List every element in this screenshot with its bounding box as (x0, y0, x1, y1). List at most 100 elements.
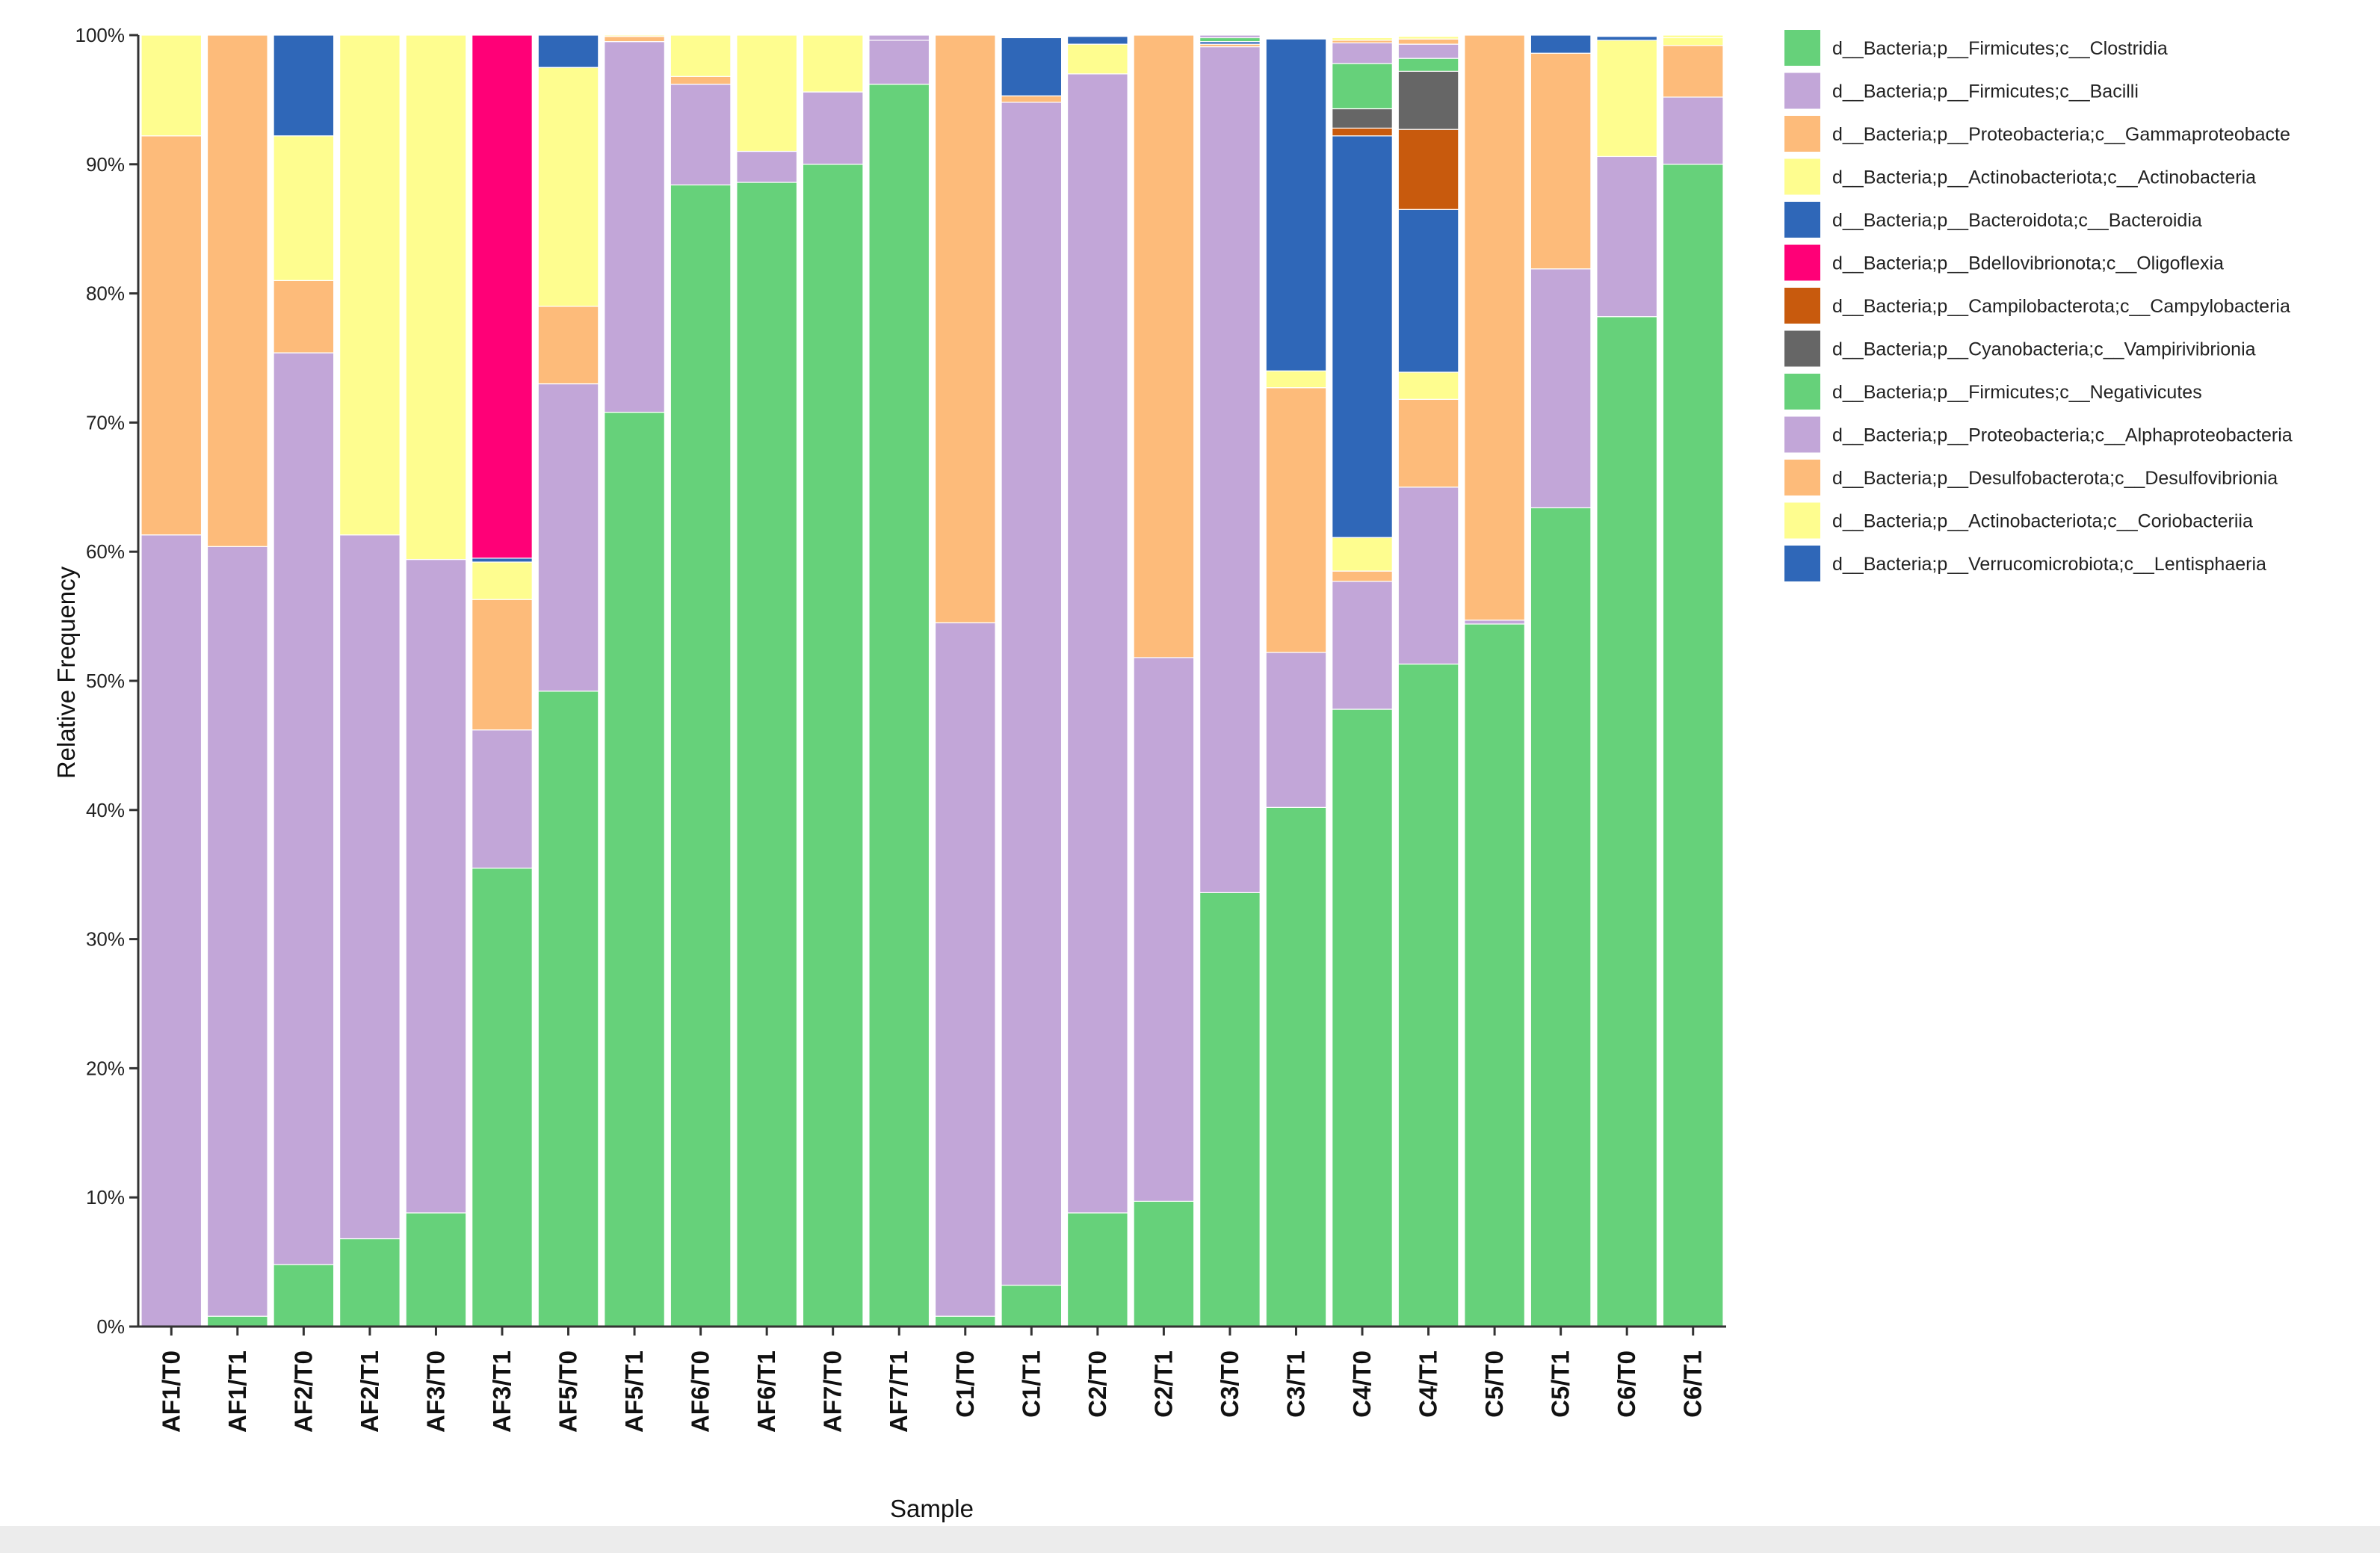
bar-stack (537, 34, 599, 1327)
bar-segment (1397, 663, 1459, 1327)
bar-stack (273, 34, 335, 1327)
bar-segment (1265, 38, 1327, 371)
bar-stack (140, 34, 203, 1327)
bar-segment (1066, 1212, 1128, 1327)
x-tick-label: C3/T1 (1282, 1350, 1309, 1418)
legend-swatch (1784, 288, 1820, 324)
bar-segment (1332, 581, 1393, 710)
bar-segment (1596, 36, 1658, 41)
bar-segment (140, 534, 203, 1327)
bar-segment (1332, 708, 1393, 1327)
bar-segment (604, 34, 665, 37)
bar-segment (1199, 892, 1261, 1327)
bar-segment (1332, 42, 1393, 64)
bar-stack (1133, 34, 1195, 1327)
legend-label: d__Bacteria;p__Proteobacteria;c__Alphapr… (1832, 425, 2293, 446)
x-tick-label: AF7/T1 (885, 1350, 912, 1433)
bar-segment (1133, 1200, 1195, 1327)
bar-segment (1596, 155, 1658, 318)
bar-segment (1265, 652, 1327, 808)
x-tick-label: C1/T1 (1017, 1350, 1045, 1418)
legend: d__Bacteria;p__Firmicutes;c__Clostridiad… (1784, 30, 2293, 581)
bar-stack (1332, 37, 1393, 1327)
bar-segment (1397, 38, 1459, 45)
bar-segment (1662, 164, 1724, 1327)
y-tick-label: 90% (86, 153, 125, 176)
bar-segment (1199, 46, 1261, 893)
legend-swatch (1784, 30, 1820, 66)
bar-segment (1332, 135, 1393, 538)
x-tick-label: AF6/T0 (687, 1350, 714, 1433)
legend-item: d__Bacteria;p__Bacteroidota;c__Bacteroid… (1784, 202, 2202, 238)
bar-segment (868, 34, 930, 41)
bar-segment (670, 184, 732, 1327)
legend-item: d__Bacteria;p__Bdellovibrionota;c__Oligo… (1784, 244, 2224, 281)
x-tick-label: AF1/T1 (223, 1350, 251, 1433)
x-tick-label: AF3/T1 (488, 1350, 516, 1433)
x-tick-label: C6/T0 (1613, 1350, 1640, 1418)
legend-label: d__Bacteria;p__Desulfobacterota;c__Desul… (1832, 468, 2278, 489)
legend-label: d__Bacteria;p__Cyanobacteria;c__Vampiriv… (1832, 339, 2256, 360)
legend-swatch (1784, 116, 1820, 152)
bar-segment (1332, 537, 1393, 572)
legend-swatch (1784, 330, 1820, 367)
x-tick-label: C3/T0 (1216, 1350, 1243, 1418)
bar-segment (1199, 34, 1261, 39)
bar-segment (206, 546, 268, 1317)
bar-segment (736, 34, 798, 152)
x-tick-label: AF5/T0 (554, 1350, 582, 1433)
bar-segment (1265, 370, 1327, 389)
legend-label: d__Bacteria;p__Firmicutes;c__Negativicut… (1832, 382, 2202, 403)
y-ticks: 0% 10% 20% 30% 40% 50% 60% 70% 80% 90% 100% (75, 24, 138, 1338)
bar-segment (339, 34, 401, 536)
bar-segment (1066, 43, 1128, 75)
bar-stack (1265, 38, 1327, 1327)
bar-segment (1066, 36, 1128, 45)
bar-segment (670, 75, 732, 85)
bar-segment (1530, 52, 1592, 270)
bar-stack (1397, 36, 1459, 1327)
bar-stack (1530, 34, 1592, 1327)
x-tick-label: C2/T0 (1084, 1350, 1111, 1418)
legend-swatch (1784, 202, 1820, 238)
bar-segment (1662, 34, 1724, 39)
x-tick-label: AF2/T0 (289, 1350, 317, 1433)
legend-label: d__Bacteria;p__Actinobacteriota;c__Corio… (1832, 511, 2253, 532)
bar-segment (1464, 34, 1525, 621)
bar-segment (537, 306, 599, 385)
bar-stack (472, 34, 533, 1327)
bar-segment (1464, 623, 1525, 1327)
bar-segment (1001, 37, 1063, 96)
legend-swatch (1784, 416, 1820, 453)
x-tick-label: C1/T0 (951, 1350, 979, 1418)
bar-stack (339, 34, 401, 1327)
bar-segment (1397, 371, 1459, 400)
bar-segment (1530, 34, 1592, 54)
bar-stack (736, 34, 798, 1327)
legend-item: d__Bacteria;p__Actinobacteriota;c__Corio… (1784, 502, 2253, 539)
bar-segment (1596, 40, 1658, 158)
legend-swatch (1784, 158, 1820, 195)
bar-segment (868, 84, 930, 1327)
bar-segment (1397, 487, 1459, 665)
bottom-scroll-strip (0, 1526, 2380, 1553)
bar-segment (1001, 95, 1063, 103)
bar-segment (1397, 398, 1459, 488)
bar-segment (736, 150, 798, 183)
bar-segment (1397, 129, 1459, 210)
y-tick-label: 0% (96, 1315, 125, 1338)
bar-segment (1530, 507, 1592, 1327)
bar-segment (1332, 37, 1393, 41)
bar-stack (1662, 34, 1724, 1327)
bar-segment (604, 36, 665, 43)
x-tick-label: C5/T1 (1547, 1350, 1574, 1418)
y-tick-label: 40% (86, 799, 125, 821)
x-tick-label: AF5/T1 (620, 1350, 648, 1433)
y-tick-label: 50% (86, 670, 125, 692)
bar-segment (1662, 45, 1724, 98)
bar-segment (472, 729, 533, 869)
legend-swatch (1784, 502, 1820, 539)
bar-segment (339, 1238, 401, 1327)
y-axis-title: Relative Frequency (52, 566, 80, 779)
